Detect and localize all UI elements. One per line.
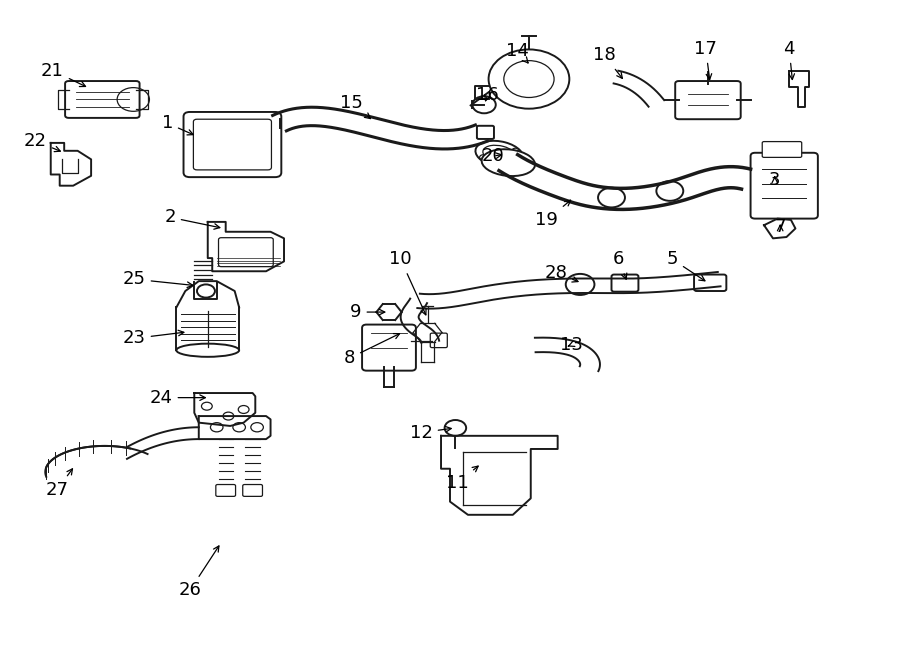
Text: 28: 28 <box>544 264 578 282</box>
Ellipse shape <box>176 344 239 357</box>
Text: 21: 21 <box>41 61 86 87</box>
Text: 24: 24 <box>149 389 205 407</box>
Text: 3: 3 <box>769 171 780 190</box>
Text: 20: 20 <box>482 147 504 165</box>
Text: 9: 9 <box>350 303 385 321</box>
FancyBboxPatch shape <box>362 325 416 371</box>
FancyBboxPatch shape <box>751 153 818 219</box>
FancyBboxPatch shape <box>762 141 802 157</box>
FancyBboxPatch shape <box>430 333 447 348</box>
Text: 18: 18 <box>593 46 623 79</box>
Ellipse shape <box>482 149 535 176</box>
Text: 25: 25 <box>122 270 193 288</box>
Text: 7: 7 <box>774 217 786 235</box>
Text: 17: 17 <box>694 40 717 79</box>
Text: 8: 8 <box>344 334 400 367</box>
Text: 22: 22 <box>24 132 60 151</box>
Text: 12: 12 <box>410 424 451 442</box>
FancyBboxPatch shape <box>243 485 263 496</box>
Ellipse shape <box>475 141 523 167</box>
FancyBboxPatch shape <box>611 274 638 292</box>
Text: 1: 1 <box>162 114 194 135</box>
Text: 4: 4 <box>783 40 795 79</box>
Text: 19: 19 <box>536 200 571 229</box>
Text: 5: 5 <box>667 251 705 281</box>
Text: 13: 13 <box>560 336 582 354</box>
FancyBboxPatch shape <box>65 81 140 118</box>
FancyBboxPatch shape <box>216 485 236 496</box>
FancyBboxPatch shape <box>675 81 741 119</box>
Text: 15: 15 <box>340 95 371 118</box>
Text: 14: 14 <box>506 42 528 63</box>
Text: 11: 11 <box>446 466 478 492</box>
Text: 26: 26 <box>178 546 219 600</box>
Text: 16: 16 <box>476 86 500 104</box>
Text: 6: 6 <box>613 251 626 279</box>
Text: 2: 2 <box>165 208 220 229</box>
FancyBboxPatch shape <box>477 126 494 139</box>
Text: 27: 27 <box>46 469 73 499</box>
Text: 23: 23 <box>122 329 184 348</box>
FancyBboxPatch shape <box>694 274 726 291</box>
FancyBboxPatch shape <box>184 112 282 177</box>
Text: 10: 10 <box>390 251 426 315</box>
